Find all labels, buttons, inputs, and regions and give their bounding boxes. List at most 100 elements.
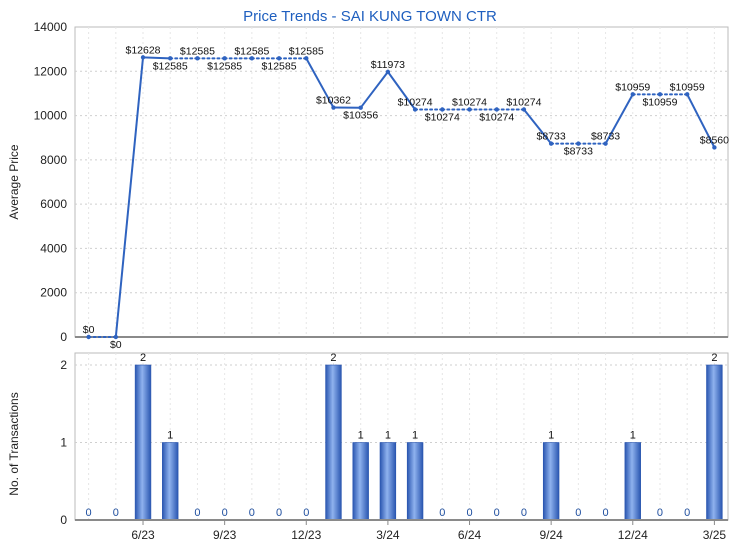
price-data-label: $10274	[425, 112, 460, 124]
transaction-count-label: 1	[358, 430, 364, 442]
chart-title: Price Trends - SAI KUNG TOWN CTR	[243, 8, 497, 25]
transaction-count-label: 0	[249, 507, 255, 519]
price-y-tick-label: 0	[60, 330, 67, 344]
price-point	[684, 92, 690, 97]
transactions-y-axis-label: No. of Transactions	[7, 392, 21, 495]
price-line-segment	[142, 56, 171, 60]
transaction-count-label: 0	[276, 507, 282, 519]
price-data-label: $8733	[591, 131, 620, 143]
price-data-label: $10959	[615, 81, 650, 93]
transaction-count-label: 0	[575, 507, 581, 519]
price-line-segment	[387, 71, 416, 111]
transaction-bar	[162, 442, 179, 521]
price-point	[576, 141, 581, 146]
price-data-label: $12585	[234, 45, 269, 57]
price-line-segment	[359, 71, 389, 109]
x-tick-label: 12/24	[618, 528, 648, 542]
transaction-count-label: 1	[167, 430, 173, 442]
transaction-count-label: 0	[603, 507, 609, 519]
transaction-count-label: 2	[711, 352, 717, 364]
price-data-label: $10274	[506, 97, 541, 109]
transaction-count-label: 1	[548, 430, 554, 442]
transaction-count-label: 0	[113, 507, 119, 519]
price-point	[521, 107, 527, 112]
transaction-count-label: 0	[466, 507, 472, 519]
price-point	[630, 92, 635, 97]
transaction-bar	[406, 442, 424, 521]
transactions-y-tick-label: 0	[60, 513, 67, 527]
price-y-tick-label: 8000	[40, 153, 67, 167]
price-data-label: $12585	[289, 45, 324, 57]
price-data-label: $12585	[153, 60, 188, 72]
price-data-label: $10362	[316, 95, 351, 107]
price-data-label: $0	[83, 324, 95, 336]
transactions-y-tick-label: 1	[60, 436, 67, 450]
price-y-tick-label: 6000	[40, 197, 67, 211]
price-data-label: $10356	[343, 110, 378, 122]
x-tick-label: 3/24	[376, 528, 400, 542]
price-y-tick-label: 10000	[34, 109, 68, 123]
transaction-bar	[134, 364, 152, 521]
price-point	[712, 145, 717, 150]
price-point	[548, 141, 554, 146]
price-data-label: $10959	[642, 96, 677, 108]
price-data-label: $11973	[371, 59, 405, 71]
x-tick-label: 6/24	[458, 528, 482, 542]
transaction-count-label: 0	[657, 507, 663, 519]
price-point	[603, 141, 608, 146]
transaction-count-label: 1	[630, 430, 636, 442]
transaction-bar	[352, 442, 369, 521]
price-line-segment	[523, 108, 552, 145]
price-point	[331, 105, 336, 110]
transactions-panel: 0 1 2 0 0 2 1 0 0 0 0 0 2 1 1 1 0 0 0 0 1 0 0 1 0 0 2 6/23 9/23 12/23…	[60, 352, 729, 542]
x-tick-label: 9/23	[213, 528, 237, 542]
price-point	[113, 334, 119, 340]
transaction-bar	[624, 442, 641, 521]
price-data-label: $10274	[398, 97, 433, 109]
price-point	[657, 92, 663, 97]
price-point	[249, 56, 255, 61]
price-line-segment	[114, 57, 145, 338]
transaction-count-label: 0	[494, 507, 500, 519]
price-panel: 0 2000 4000 6000 8000 10000 12000 14000 $0 $0 $126…	[34, 20, 730, 351]
x-tick-label: 6/23	[131, 528, 155, 542]
price-data-label: $12585	[180, 45, 215, 57]
price-point	[412, 107, 418, 112]
price-data-label: $10274	[452, 97, 487, 109]
price-y-tick-label: 4000	[40, 241, 67, 255]
price-point	[276, 56, 282, 61]
price-y-tick-label: 12000	[34, 64, 68, 78]
price-data-label: $10959	[670, 81, 705, 93]
price-point	[222, 56, 227, 61]
price-data-label: $12585	[262, 60, 297, 72]
price-point	[494, 107, 499, 112]
price-line-segment	[305, 57, 335, 109]
transaction-count-label: 0	[439, 507, 445, 519]
transaction-count-label: 0	[86, 507, 92, 519]
transaction-count-label: 0	[303, 507, 309, 519]
transaction-count-label: 1	[412, 430, 418, 442]
transaction-count-label: 2	[140, 352, 146, 364]
price-point	[358, 105, 363, 110]
transaction-count-label: 0	[194, 507, 200, 519]
price-y-tick-label: 14000	[34, 20, 68, 34]
price-data-label: $12585	[207, 60, 242, 72]
transaction-count-label: 0	[521, 507, 527, 519]
price-data-label: $12628	[125, 44, 160, 56]
transaction-count-label: 1	[385, 430, 391, 442]
transaction-count-label: 0	[222, 507, 228, 519]
price-point	[467, 107, 472, 112]
price-data-label: $8560	[700, 134, 729, 146]
price-point	[168, 56, 173, 61]
price-point	[304, 56, 309, 61]
price-point	[140, 55, 146, 60]
price-point	[440, 107, 445, 112]
price-data-label: $8733	[564, 146, 593, 158]
price-line-segment	[686, 93, 716, 148]
transactions-y-tick-label: 2	[60, 358, 67, 372]
x-tick-label: 9/24	[539, 528, 563, 542]
transaction-bar	[542, 442, 560, 521]
price-point	[195, 56, 200, 61]
